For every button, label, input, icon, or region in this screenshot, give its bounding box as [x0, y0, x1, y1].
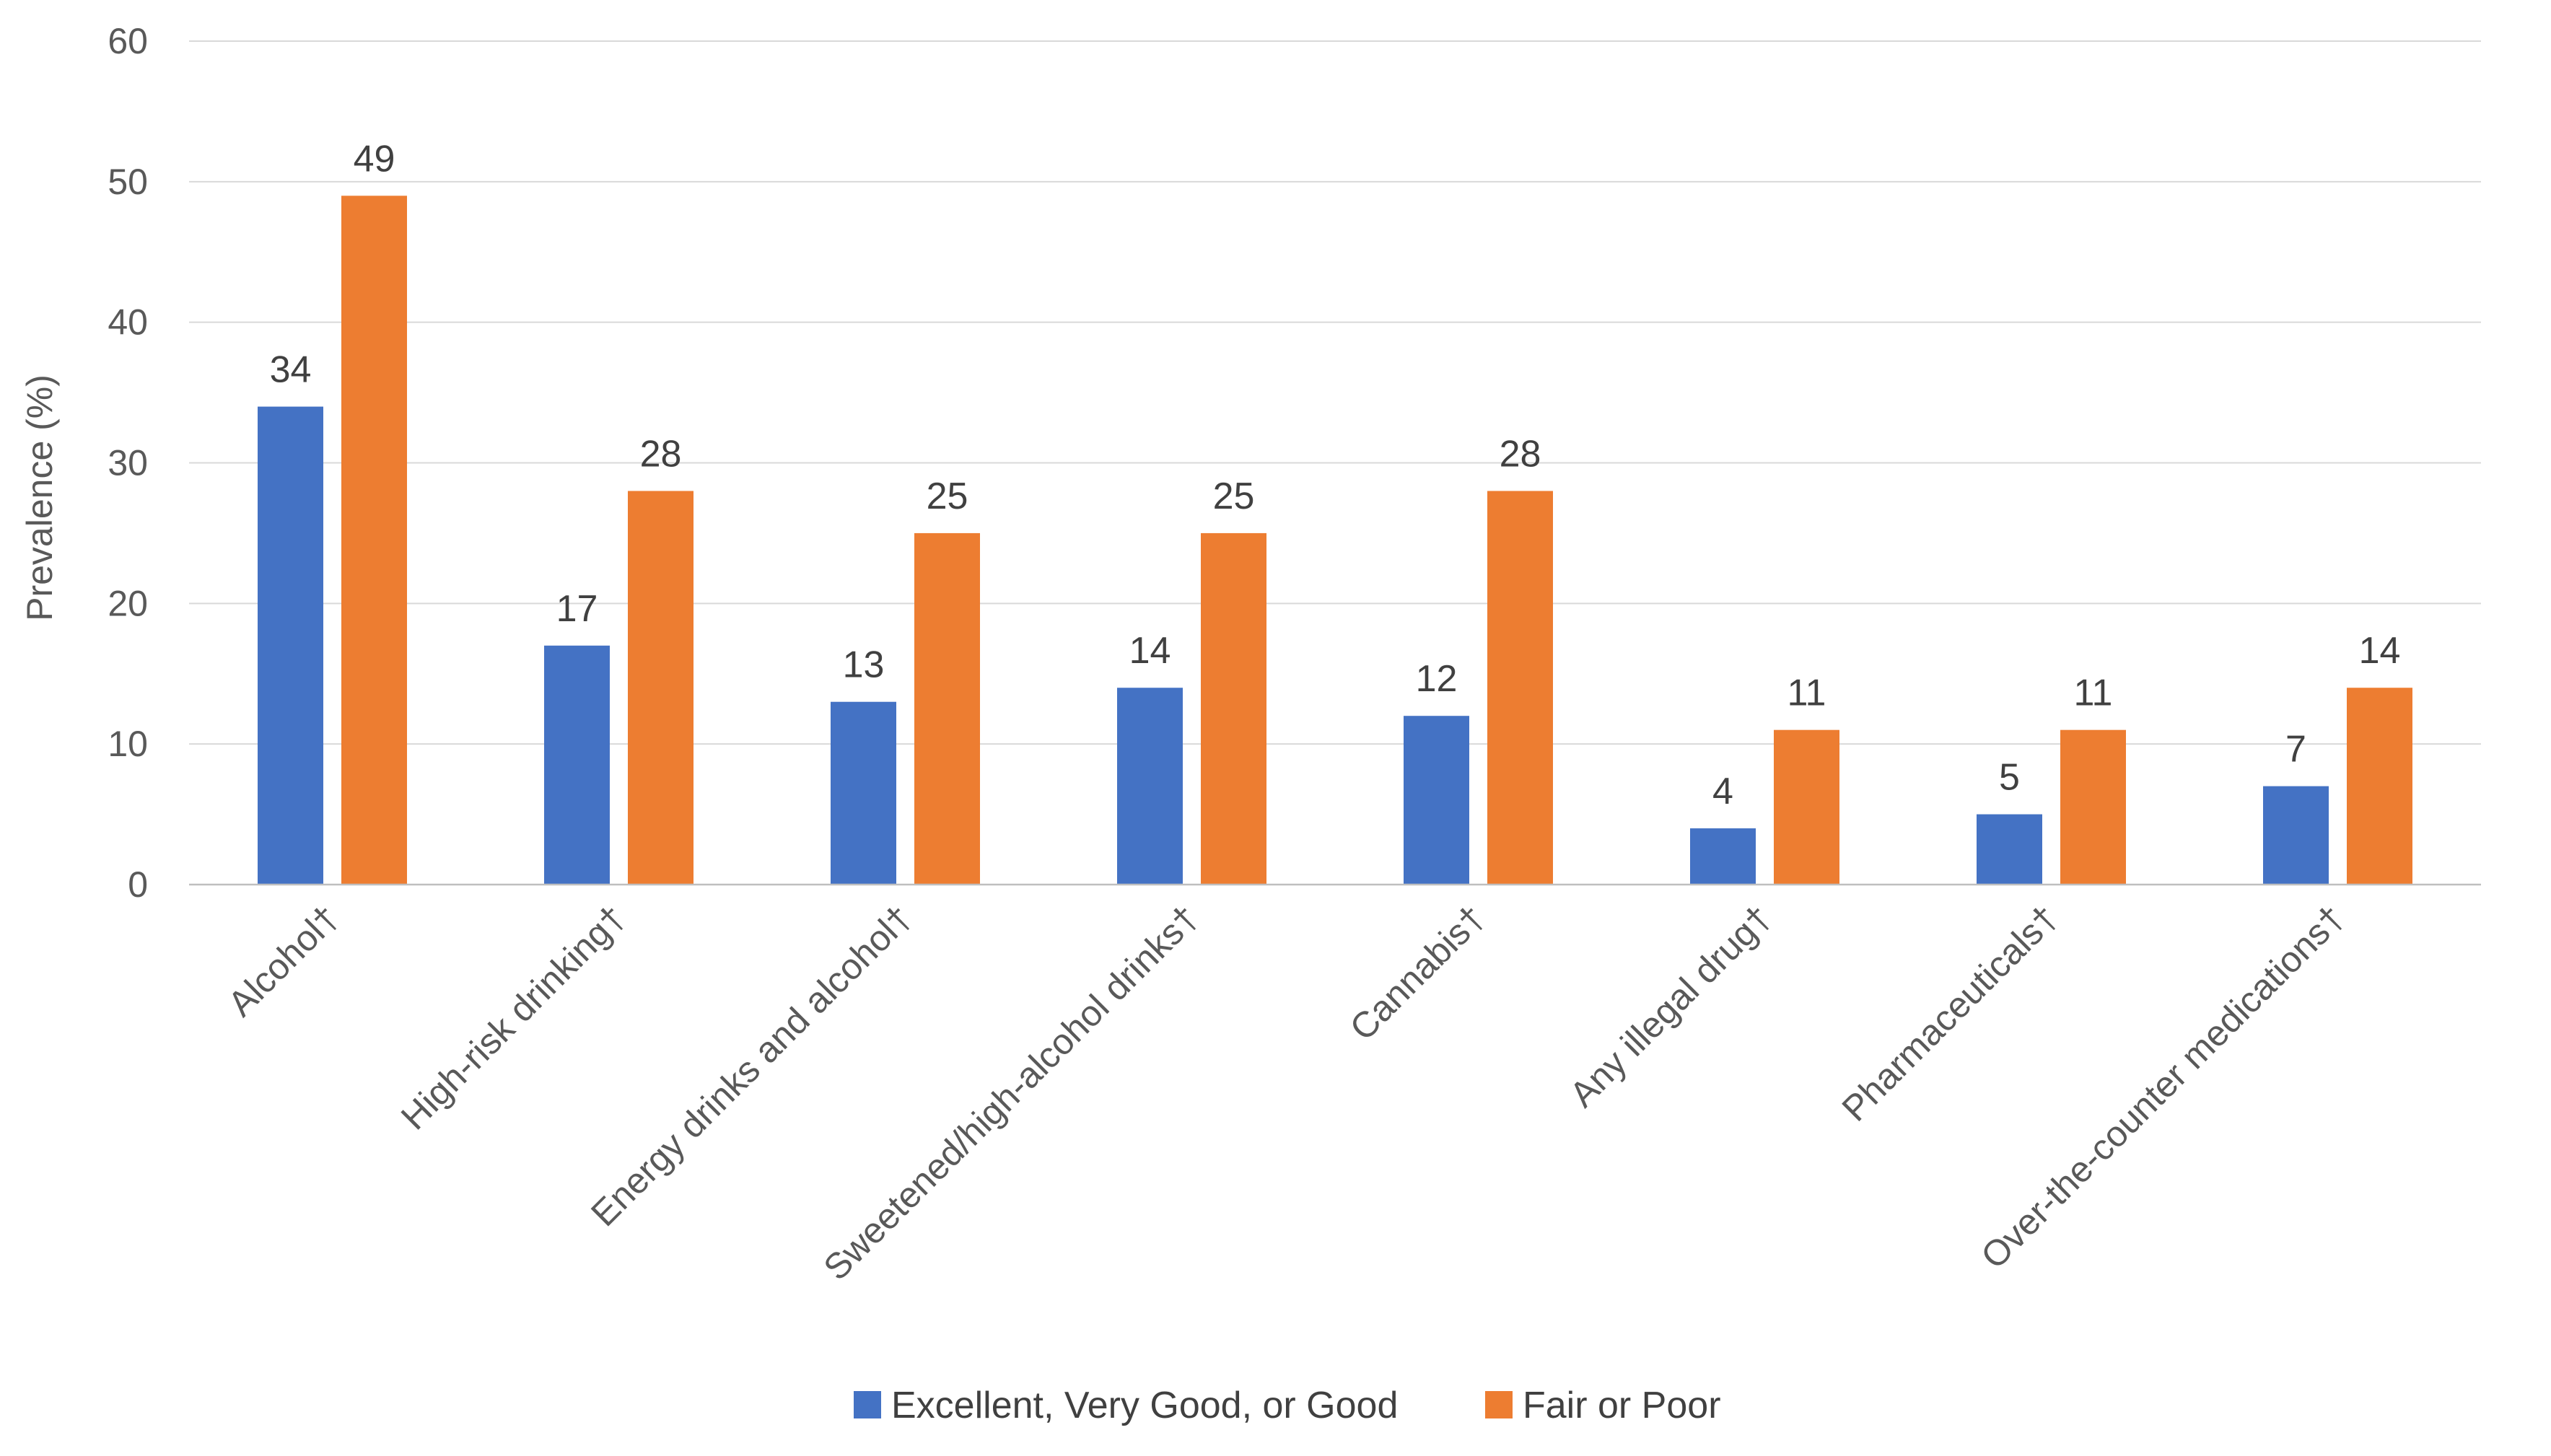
data-label: 14 [1129, 630, 1171, 672]
bar [341, 196, 407, 885]
data-label: 4 [1712, 771, 1733, 812]
bar [1117, 688, 1183, 885]
x-tick-label: Any illegal drug† [1562, 898, 1779, 1115]
x-tick-label: Energy drinks and alcohol† [583, 898, 919, 1234]
data-label: 11 [2074, 672, 2113, 714]
y-tick-label: 10 [108, 724, 148, 764]
bar [1690, 828, 1756, 885]
data-label: 7 [2285, 729, 2306, 771]
y-tick-label: 20 [108, 583, 148, 623]
x-tick-label: Pharmaceuticals† [1834, 898, 2066, 1129]
bar [1404, 716, 1469, 885]
bar [258, 406, 323, 885]
data-label: 49 [354, 138, 395, 180]
bar [914, 532, 980, 885]
bar [2060, 729, 2126, 885]
x-tick-label: Cannabis† [1342, 898, 1493, 1048]
data-label: 12 [1416, 658, 1458, 700]
bar [1977, 814, 2042, 885]
bar [2347, 688, 2412, 885]
bar [831, 701, 896, 885]
data-label: 25 [1213, 475, 1255, 517]
y-tick-label: 30 [108, 443, 148, 483]
x-tick-label: High-risk drinking† [393, 898, 633, 1137]
bars [258, 196, 2412, 885]
data-labels: 34 49 17 28 13 25 14 25 12 28 4 11 5 11 7 14 [270, 138, 2401, 812]
x-tick-label: Alcohol† [220, 898, 346, 1024]
legend-swatch [854, 1391, 881, 1418]
y-tick-label: 50 [108, 162, 148, 202]
y-axis-ticks: 0 10 20 30 40 50 60 [108, 21, 148, 905]
bar [1201, 532, 1266, 885]
bar [2263, 786, 2329, 885]
data-label: 13 [843, 644, 885, 686]
legend-swatch [1485, 1391, 1513, 1418]
y-axis-title: Prevalence (%) [19, 374, 60, 621]
data-label: 34 [270, 349, 312, 391]
data-label: 25 [927, 475, 968, 517]
legend-label: Fair or Poor [1523, 1385, 1721, 1426]
y-tick-label: 60 [108, 21, 148, 61]
legend: Excellent, Very Good, or Good Fair or Poo… [854, 1385, 1721, 1426]
bar [628, 491, 693, 885]
bar [544, 645, 610, 885]
gridlines [189, 40, 2481, 745]
y-tick-label: 0 [128, 864, 148, 905]
y-tick-label: 40 [108, 302, 148, 343]
data-label: 14 [2359, 630, 2401, 672]
data-label: 28 [1500, 433, 1541, 475]
data-label: 28 [640, 433, 682, 475]
data-label: 11 [1788, 672, 1826, 714]
data-label: 17 [556, 588, 598, 630]
bar [1487, 491, 1553, 885]
x-axis-category-labels: Alcohol† High-risk drinking†Energy drinks… [220, 898, 2352, 1288]
data-label: 5 [1999, 757, 2020, 799]
bar [1774, 729, 1839, 885]
legend-label: Excellent, Very Good, or Good [891, 1385, 1398, 1426]
